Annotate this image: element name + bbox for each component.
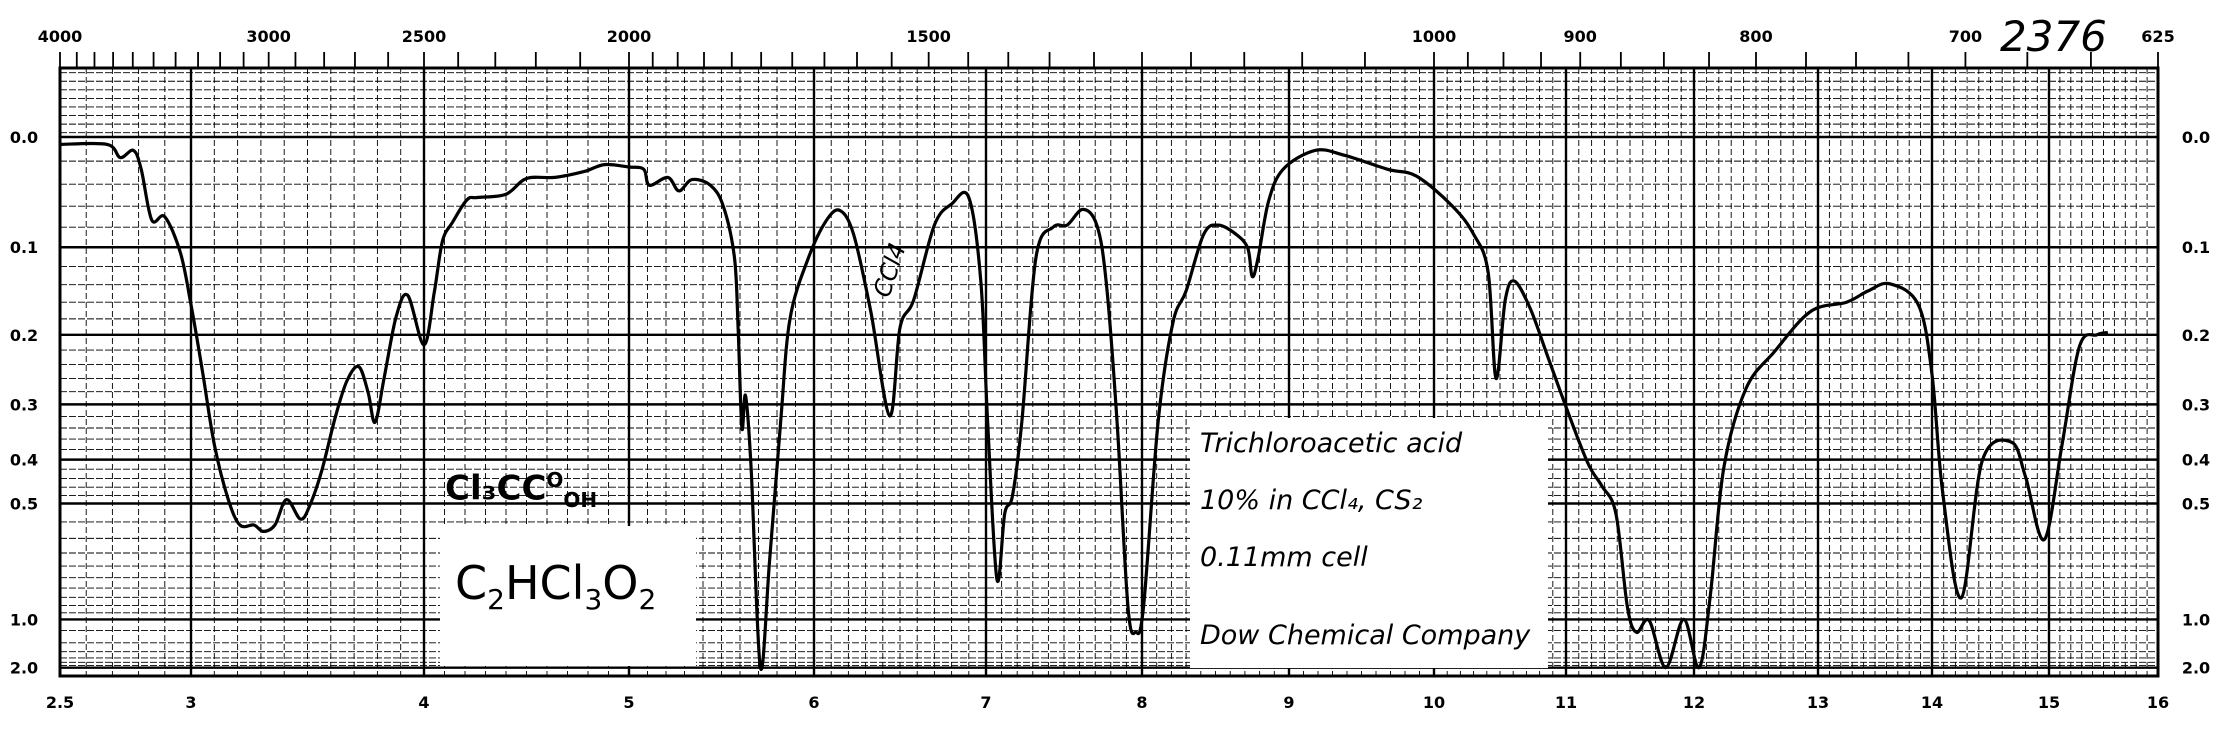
absorbance-tick-label-right: 2.0 bbox=[2182, 659, 2210, 678]
wavenumber-tick-label: 900 bbox=[1564, 27, 1597, 46]
wavelength-tick-label: 3 bbox=[185, 693, 196, 712]
formula-part: 2 bbox=[487, 583, 505, 617]
wavelength-tick-label: 15 bbox=[2038, 693, 2060, 712]
formula-part: 2 bbox=[638, 583, 657, 617]
absorbance-tick-label-left: 0.1 bbox=[10, 238, 38, 257]
formula-part: O bbox=[602, 556, 639, 610]
wavenumber-tick-label: 700 bbox=[1949, 27, 1982, 46]
axis-labels: 2.5 3 4 5 6 7 8 9 10 11 12 13 14 15 16 4000 3000 2500 2000… bbox=[10, 27, 2210, 712]
wavelength-tick-label: 9 bbox=[1283, 693, 1294, 712]
absorbance-tick-label-left: 0.2 bbox=[10, 326, 38, 345]
absorbance-tick-label-right: 0.5 bbox=[2182, 495, 2210, 514]
formula-part: C bbox=[455, 556, 488, 610]
wavelength-tick-label: 8 bbox=[1136, 693, 1147, 712]
wavenumber-tick-label: 1500 bbox=[906, 27, 951, 46]
cell-note: 0.11mm cell bbox=[1200, 542, 1368, 573]
wavenumber-tick-label: 3000 bbox=[246, 27, 291, 46]
wavenumber-tick-label: 2000 bbox=[607, 27, 652, 46]
wavelength-tick-label: 2.5 bbox=[46, 693, 74, 712]
wavelength-tick-label: 10 bbox=[1423, 693, 1445, 712]
wavelength-tick-label: 16 bbox=[2147, 693, 2169, 712]
absorbance-tick-label-left: 1.0 bbox=[10, 610, 38, 629]
absorbance-tick-label-right: 0.4 bbox=[2182, 451, 2210, 470]
absorbance-tick-label-right: 0.0 bbox=[2182, 128, 2210, 147]
spectrum-line bbox=[59, 141, 2109, 672]
spectrum-curve-group bbox=[59, 141, 2109, 672]
source-note: Dow Chemical Company bbox=[1200, 620, 1531, 651]
compound-name: Trichloroacetic acid bbox=[1200, 428, 1463, 459]
formula-part: 3 bbox=[584, 583, 603, 617]
wavelength-tick-label: 4 bbox=[418, 693, 429, 712]
wavenumber-tick-label: 4000 bbox=[38, 27, 83, 46]
absorbance-tick-label-right: 0.2 bbox=[2182, 326, 2210, 345]
absorbance-tick-label-left: 0.4 bbox=[10, 451, 38, 470]
annotation-backgrounds bbox=[440, 418, 1548, 668]
wavenumber-tick-label: 625 bbox=[2141, 27, 2174, 46]
wavenumber-tick-label: 800 bbox=[1739, 27, 1772, 46]
absorbance-tick-label-right: 1.0 bbox=[2182, 610, 2210, 629]
wavelength-tick-label: 7 bbox=[980, 693, 991, 712]
absorbance-tick-label-left: 0.5 bbox=[10, 495, 38, 514]
absorbance-tick-label-left: 2.0 bbox=[10, 659, 38, 678]
wavelength-tick-label: 14 bbox=[1921, 693, 1943, 712]
structural-formula: Cl₃CCOOH bbox=[445, 468, 597, 512]
wavelength-tick-label: 13 bbox=[1807, 693, 1829, 712]
concentration-note: 10% in CCl₄, CS₂ bbox=[1200, 485, 1423, 516]
wavenumber-tick-label: 1000 bbox=[1412, 27, 1457, 46]
notes-box bbox=[1190, 418, 1548, 668]
formula-box bbox=[440, 526, 696, 666]
absorbance-tick-label-left: 0.0 bbox=[10, 128, 38, 147]
structure-hydroxyl: OH bbox=[563, 488, 598, 513]
catalog-number: 2376 bbox=[2000, 12, 2107, 61]
absorbance-tick-label-right: 0.1 bbox=[2182, 238, 2210, 257]
wavelength-tick-label: 11 bbox=[1555, 693, 1577, 712]
wavenumber-tick-label: 2500 bbox=[402, 27, 447, 46]
plot-frame bbox=[58, 66, 2160, 678]
wavelength-tick-label: 5 bbox=[623, 693, 634, 712]
structure-main: Cl₃CC bbox=[445, 468, 547, 509]
absorbance-tick-label-right: 0.3 bbox=[2182, 395, 2210, 414]
grid bbox=[58, 52, 2160, 678]
wavelength-tick-label: 12 bbox=[1683, 693, 1705, 712]
wavelength-tick-label: 6 bbox=[808, 693, 819, 712]
structure-carbonyl: O bbox=[546, 468, 564, 492]
absorbance-tick-label-left: 0.3 bbox=[10, 395, 38, 414]
molecular-formula: C2HCl3O2 bbox=[455, 556, 656, 616]
formula-part: HCl bbox=[504, 556, 585, 610]
